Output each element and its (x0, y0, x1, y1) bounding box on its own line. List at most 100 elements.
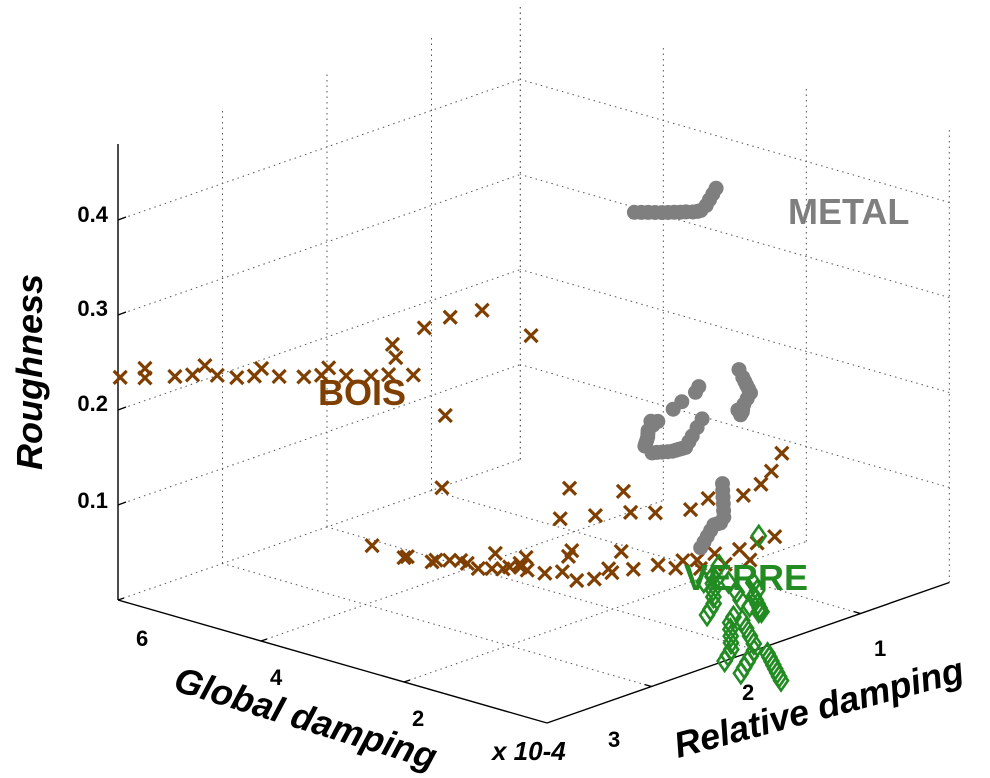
bois-point (647, 505, 663, 521)
x-tick-mark (260, 638, 268, 642)
bois-point (424, 554, 440, 570)
bois-point (209, 367, 225, 383)
bois-point (405, 367, 421, 383)
metal-point (730, 402, 746, 418)
bois-point (613, 543, 629, 560)
bois-point (364, 537, 380, 554)
bois-point (615, 483, 632, 499)
bois-point (763, 463, 780, 479)
bois-point (561, 480, 578, 496)
verre-point (750, 599, 768, 625)
bois-point (689, 552, 705, 568)
bois-point (167, 368, 183, 385)
bois-point (396, 549, 412, 566)
bois-point (625, 561, 641, 577)
bois-point (338, 368, 354, 384)
bois-point (767, 529, 783, 545)
y-tick-label: 1 (874, 636, 886, 661)
bois-point (564, 543, 580, 559)
verre-point (750, 523, 768, 549)
verre-point (704, 584, 722, 610)
verre-point (745, 631, 763, 656)
z-tick-label: 0.3 (77, 296, 108, 321)
z-tick-label: 0.2 (77, 391, 108, 416)
bois-point (682, 502, 699, 518)
verre-point (732, 587, 750, 613)
metal-point (665, 401, 681, 417)
verre-point (722, 630, 740, 656)
bois-point (586, 571, 602, 587)
bois-point (442, 309, 458, 325)
bois-point (753, 476, 769, 492)
bois-point (622, 504, 639, 521)
bois-point (518, 549, 534, 566)
bois-point (271, 368, 287, 385)
z-tick-label: 0.1 (77, 488, 108, 513)
bois-point (434, 480, 450, 496)
bois-point (137, 360, 153, 376)
verre-point (772, 668, 790, 693)
bois-point (459, 555, 475, 572)
bois-point (437, 407, 453, 424)
bois-point (474, 302, 490, 318)
bois-point (600, 561, 617, 577)
z-axis-label: Roughness (9, 274, 50, 470)
x-tick-label: 6 (136, 626, 148, 651)
bois-point (519, 562, 535, 578)
bois-point (384, 336, 401, 352)
verre-point (752, 599, 771, 624)
bois-point (484, 560, 500, 577)
x-tick-label: 4 (270, 665, 283, 690)
metal-point (626, 204, 642, 220)
bois-point (735, 487, 751, 503)
bois-point (388, 350, 404, 366)
verre-point (716, 648, 734, 674)
grid-line (520, 363, 950, 488)
bois-point (197, 357, 213, 374)
metal-point (644, 445, 660, 461)
grid-line (117, 174, 521, 316)
x-axis-label: Global damping (170, 658, 442, 777)
verre-point (698, 602, 716, 628)
x-tick-mark (403, 679, 411, 683)
bois-point (650, 557, 666, 573)
verre-point (695, 569, 713, 595)
metal-point (688, 384, 703, 400)
annotation-verre: VERRE (684, 557, 808, 598)
grid-line (117, 79, 521, 221)
y-tick-mark (644, 683, 652, 688)
y-tick-mark (853, 610, 861, 615)
bois-point (363, 368, 379, 384)
bois-point (700, 490, 716, 507)
bois-point (380, 366, 397, 383)
bois-point (742, 552, 758, 568)
grid-line (117, 459, 521, 601)
bois-point (442, 552, 458, 568)
bois-point (296, 369, 312, 385)
bois-point (416, 320, 432, 336)
verre-point (732, 660, 750, 686)
bois-point (321, 360, 337, 376)
bois-point (587, 507, 604, 524)
x-tick-mark (117, 597, 125, 601)
bois-point (184, 367, 201, 383)
bois-point (487, 545, 503, 562)
bois-point (554, 564, 571, 580)
z-tick-mark (117, 216, 127, 221)
bois-point (112, 369, 128, 386)
metal-point (693, 540, 709, 556)
grid-line (222, 563, 652, 687)
bois-point (668, 560, 684, 576)
bois-point (537, 565, 553, 581)
bois-point (253, 360, 270, 377)
x-tick-label: 2 (412, 706, 424, 731)
bois-point (399, 549, 415, 565)
annotation-metal: METAL (788, 191, 909, 232)
y-axis-label: Relative damping (669, 649, 968, 766)
z-tick-mark (117, 311, 127, 316)
bois-point (523, 328, 539, 344)
z-tick-mark (117, 501, 127, 506)
verre-point (741, 593, 759, 619)
data-marks (112, 180, 790, 693)
